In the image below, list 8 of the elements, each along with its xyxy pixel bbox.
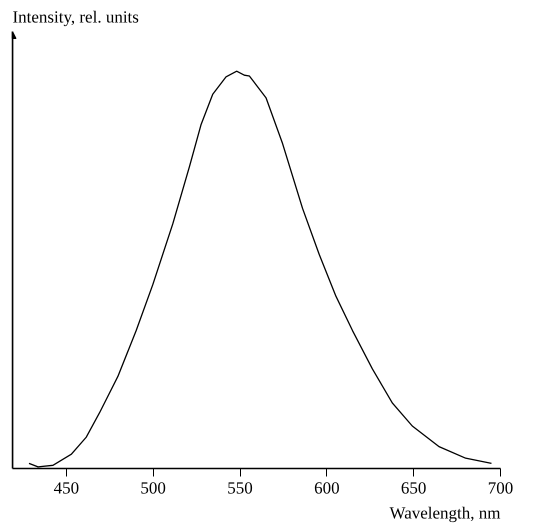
x-tick-label: 700 bbox=[488, 478, 514, 498]
x-tick-label: 600 bbox=[314, 478, 340, 498]
x-axis-title: Wavelength, nm bbox=[390, 504, 501, 522]
y-axis-title: Intensity, rel. units bbox=[12, 8, 139, 26]
x-tick-label: 450 bbox=[54, 478, 80, 498]
x-tick-label: 650 bbox=[400, 478, 426, 498]
x-tick-label: 500 bbox=[140, 478, 166, 498]
x-tick-label: 550 bbox=[227, 478, 253, 498]
